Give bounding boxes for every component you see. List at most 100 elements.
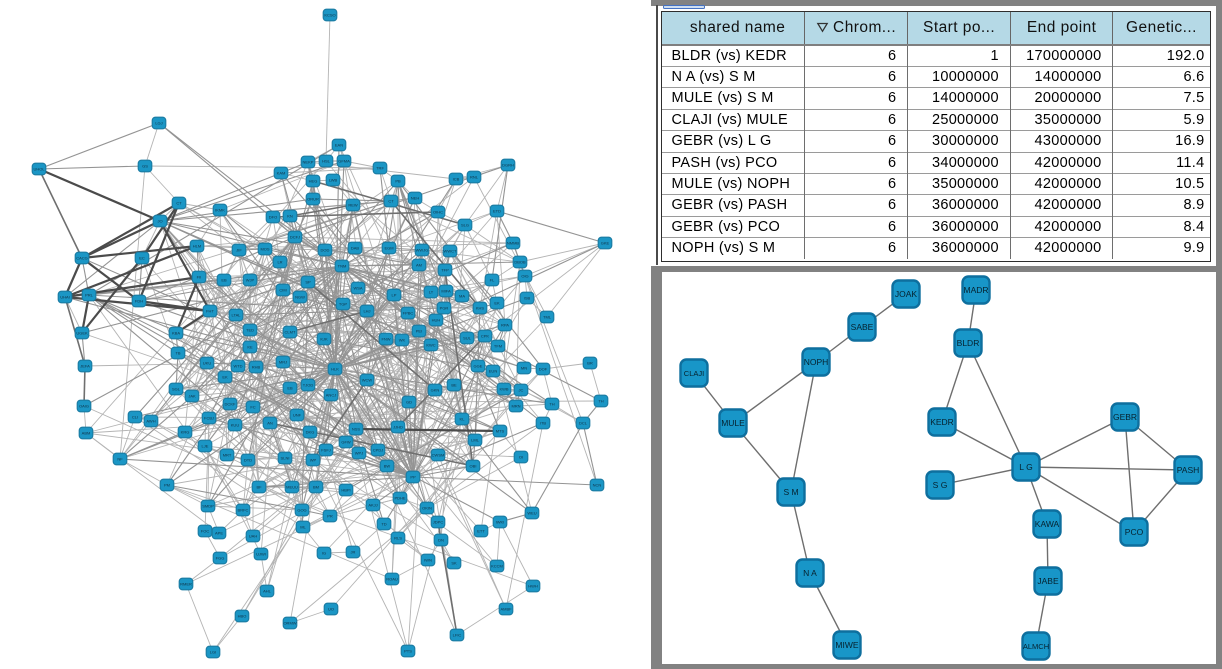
svg-text:PASH: PASH — [1177, 465, 1200, 475]
svg-text:KEDR: KEDR — [930, 417, 954, 427]
svg-text:HEG: HEG — [309, 179, 318, 184]
svg-text:SLG: SLG — [461, 223, 469, 228]
svg-text:UHOL: UHOL — [33, 167, 45, 172]
svg-text:HBPI: HBPI — [341, 488, 350, 493]
svg-text:EB: EB — [221, 278, 227, 283]
svg-text:FDH: FDH — [135, 299, 143, 304]
svg-text:AWH: AWH — [146, 419, 155, 424]
svg-text:LR: LR — [277, 260, 282, 265]
svg-text:ALMCH: ALMCH — [1023, 642, 1049, 651]
svg-text:NCN: NCN — [593, 483, 602, 488]
svg-text:JEFA: JEFA — [80, 364, 90, 369]
svg-text:SGL: SGL — [172, 387, 181, 392]
svg-text:EUN: EUN — [489, 369, 498, 374]
svg-text:WWCT: WWCT — [444, 249, 457, 254]
svg-text:MRJ: MRJ — [279, 360, 287, 365]
svg-text:HBO: HBO — [238, 614, 247, 619]
svg-text:MOS: MOS — [260, 247, 269, 252]
svg-text:KUU: KUU — [231, 423, 240, 428]
svg-text:KAM: KAM — [277, 171, 286, 176]
svg-text:MIFA: MIFA — [441, 289, 451, 294]
svg-text:FGG: FGG — [216, 556, 225, 561]
svg-text:ABM: ABM — [82, 431, 91, 436]
svg-text:CPDJ: CPDJ — [373, 448, 383, 453]
svg-text:WWJG: WWJG — [416, 248, 429, 253]
svg-text:NSS: NSS — [352, 427, 361, 432]
svg-text:PM: PM — [164, 483, 170, 488]
svg-text:UJWI: UJWI — [256, 552, 266, 557]
svg-text:TFP: TFP — [441, 268, 449, 273]
svg-text:NEH: NEH — [411, 196, 420, 201]
svg-text:MEUU: MEUU — [286, 485, 298, 490]
svg-text:LWB: LWB — [329, 178, 338, 183]
svg-text:BE: BE — [451, 383, 457, 388]
svg-text:SP: SP — [305, 280, 311, 285]
svg-text:NF: NF — [117, 457, 123, 462]
svg-text:FPBC: FPBC — [403, 311, 414, 316]
svg-text:MA: MA — [459, 294, 465, 299]
svg-text:JO: JO — [157, 219, 162, 224]
svg-text:BF: BF — [256, 485, 262, 490]
svg-text:DTD: DTD — [244, 458, 252, 463]
svg-text:S G: S G — [933, 480, 948, 490]
svg-text:WTD: WTD — [233, 364, 242, 369]
svg-text:OBI: OBI — [470, 464, 477, 469]
svg-text:KRG: KRG — [181, 430, 190, 435]
svg-text:GFW: GFW — [341, 440, 351, 445]
svg-text:ETD: ETD — [493, 209, 501, 214]
svg-text:DFO: DFO — [269, 215, 277, 220]
svg-text:TED: TED — [246, 328, 254, 333]
svg-text:TFM: TFM — [494, 344, 502, 349]
svg-text:GOG: GOG — [297, 508, 306, 513]
svg-text:DCL: DCL — [579, 421, 588, 426]
svg-text:HSL: HSL — [322, 159, 331, 164]
svg-text:OAIG: OAIG — [79, 404, 89, 409]
svg-text:TGP: TGP — [339, 302, 348, 307]
svg-text:DAB: DAB — [351, 246, 360, 251]
svg-text:WK: WK — [399, 338, 406, 343]
svg-text:APE: APE — [215, 531, 223, 536]
svg-text:OI: OI — [519, 455, 523, 460]
svg-text:AN: AN — [267, 421, 273, 426]
svg-text:PB: PB — [395, 179, 401, 184]
svg-text:PRL: PRL — [85, 293, 94, 298]
svg-text:KWC: KWC — [426, 343, 435, 348]
svg-text:MIWE: MIWE — [835, 640, 858, 650]
svg-text:JAK: JAK — [188, 394, 196, 399]
svg-text:PTS: PTS — [404, 649, 412, 654]
svg-text:FC: FC — [250, 405, 255, 410]
svg-text:CLI: CLI — [132, 415, 138, 420]
svg-text:JIF: JIF — [236, 248, 242, 253]
svg-text:NMMB: NMMB — [507, 241, 520, 246]
svg-text:EAN: EAN — [335, 143, 343, 148]
svg-text:TJOD: TJOD — [303, 383, 314, 388]
svg-text:BM: BM — [313, 485, 319, 490]
svg-text:CT: CT — [388, 199, 394, 204]
svg-text:IG: IG — [322, 551, 326, 556]
svg-text:BRFC: BRFC — [238, 508, 249, 513]
svg-text:PR: PR — [327, 514, 333, 519]
svg-text:AMBF: AMBF — [500, 607, 512, 612]
svg-text:LML: LML — [471, 438, 480, 443]
svg-text:FHT: FHT — [206, 309, 214, 314]
svg-text:HLK: HLK — [331, 367, 339, 372]
svg-text:AHL: AHL — [263, 589, 272, 594]
svg-text:RHB: RHB — [252, 365, 261, 370]
svg-text:EK: EK — [222, 375, 228, 380]
svg-text:WPJ: WPJ — [355, 451, 363, 456]
svg-text:JABE: JABE — [1037, 576, 1059, 586]
svg-text:UHAI: UHAI — [60, 295, 70, 300]
svg-text:DGRH: DGRH — [502, 163, 514, 168]
svg-text:TD: TD — [381, 522, 386, 527]
svg-text:KCSO: KCSO — [324, 13, 335, 18]
svg-text:ICB: ICB — [453, 177, 460, 182]
svg-text:EK: EK — [494, 301, 500, 306]
svg-text:TRF: TRF — [376, 166, 384, 171]
svg-text:DBOB: DBOB — [514, 260, 526, 265]
svg-text:CT: CT — [176, 201, 182, 206]
svg-text:ORMW: ORMW — [283, 621, 296, 626]
svg-text:HWH: HWH — [528, 584, 538, 589]
svg-text:RMER: RMER — [180, 582, 192, 587]
svg-text:CACG: CACG — [76, 256, 88, 261]
svg-text:JJHD: JJHD — [393, 425, 403, 430]
